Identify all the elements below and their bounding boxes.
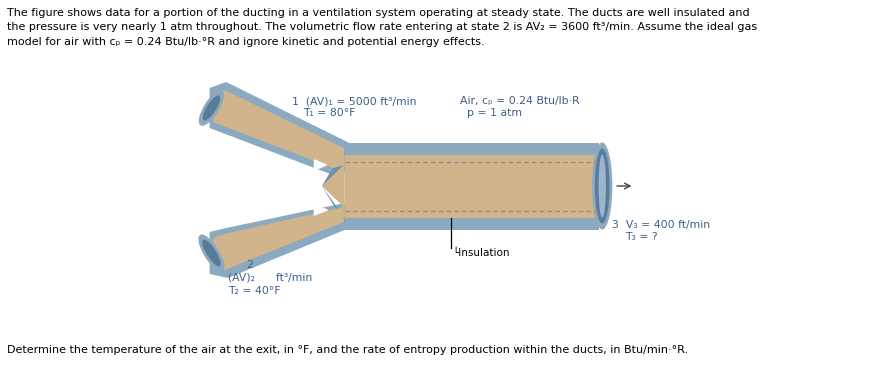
- Ellipse shape: [198, 234, 225, 272]
- Text: T₂ = 40°F: T₂ = 40°F: [228, 286, 280, 296]
- Polygon shape: [322, 186, 349, 228]
- Text: T₁ = 80°F: T₁ = 80°F: [303, 108, 355, 118]
- Text: p = 1 atm: p = 1 atm: [467, 108, 522, 118]
- Polygon shape: [213, 90, 344, 168]
- Ellipse shape: [592, 142, 613, 230]
- Text: 3  V₃ = 400 ft/min: 3 V₃ = 400 ft/min: [613, 220, 711, 230]
- Text: Determine the temperature of the air at the exit, in °F, and the rate of entropy: Determine the temperature of the air at …: [7, 345, 689, 355]
- Text: The figure shows data for a portion of the ducting in a ventilation system opera: The figure shows data for a portion of t…: [7, 8, 758, 47]
- Text: └Insulation: └Insulation: [453, 248, 510, 258]
- Text: (AV)₂      ft³/min: (AV)₂ ft³/min: [228, 272, 312, 282]
- Polygon shape: [347, 145, 598, 230]
- Ellipse shape: [199, 90, 224, 126]
- Ellipse shape: [202, 239, 221, 266]
- Ellipse shape: [595, 148, 610, 224]
- Polygon shape: [210, 202, 349, 278]
- Polygon shape: [315, 160, 326, 170]
- Polygon shape: [213, 207, 344, 270]
- Polygon shape: [210, 82, 349, 175]
- Polygon shape: [345, 155, 599, 218]
- Polygon shape: [322, 155, 599, 222]
- Text: 2: 2: [247, 260, 254, 270]
- Text: T₃ = ?: T₃ = ?: [625, 232, 658, 242]
- Polygon shape: [345, 218, 599, 230]
- Ellipse shape: [202, 95, 220, 121]
- Polygon shape: [345, 143, 599, 155]
- Text: Air, cₚ = 0.24 Btu/lb·R: Air, cₚ = 0.24 Btu/lb·R: [460, 96, 579, 106]
- Polygon shape: [322, 143, 349, 186]
- Polygon shape: [315, 205, 327, 215]
- Text: 1  (AV)₁ = 5000 ft³/min: 1 (AV)₁ = 5000 ft³/min: [293, 96, 417, 106]
- Ellipse shape: [598, 155, 606, 217]
